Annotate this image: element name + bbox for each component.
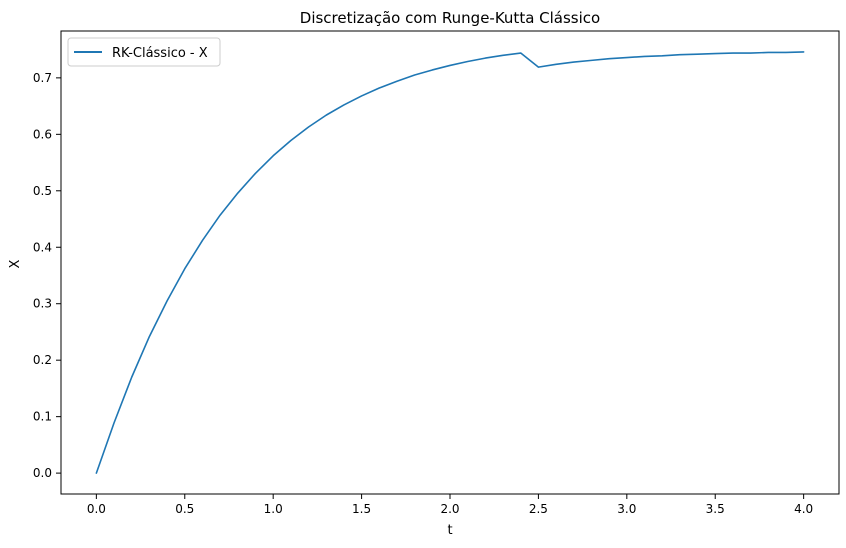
y-tick-label: 0.5 — [33, 184, 52, 198]
x-tick-label: 2.0 — [440, 502, 459, 516]
x-axis-ticks: 0.0 0.5 1.0 1.5 2.0 2.5 3.0 3.5 4.0 — [87, 494, 813, 516]
x-tick-label: 4.0 — [794, 502, 813, 516]
y-tick-label: 0.0 — [33, 466, 52, 480]
x-tick-label: 1.5 — [352, 502, 371, 516]
x-axis-label: t — [447, 523, 452, 538]
plot-frame — [60, 30, 840, 495]
legend: RK-Clássico - X — [67, 37, 221, 67]
x-tick-label: 2.5 — [529, 502, 548, 516]
series-layer — [95, 51, 805, 474]
y-tick-label: 0.7 — [33, 71, 52, 85]
chart-title: Discretização com Runge-Kutta Clássico — [300, 9, 600, 27]
series-line — [95, 51, 805, 474]
y-axis-label: X — [8, 259, 23, 268]
x-tick-label: 0.0 — [87, 502, 106, 516]
x-tick-label: 3.5 — [706, 502, 725, 516]
plot-area: 0.0 0.5 1.0 1.5 2.0 2.5 3.0 3.5 4.0 0.0 0.1 0.2 0.3… — [33, 30, 840, 516]
x-tick-label: 3.0 — [617, 502, 636, 516]
legend-box — [67, 37, 221, 67]
legend-label: RK-Clássico - X — [112, 46, 208, 61]
y-tick-label: 0.6 — [33, 127, 52, 141]
y-axis-ticks: 0.0 0.1 0.2 0.3 0.4 0.5 0.6 0.7 — [33, 71, 61, 480]
y-tick-label: 0.4 — [33, 240, 52, 254]
y-tick-label: 0.2 — [33, 353, 52, 367]
x-tick-label: 0.5 — [175, 502, 194, 516]
y-tick-label: 0.3 — [33, 297, 52, 311]
x-tick-label: 1.0 — [264, 502, 283, 516]
y-tick-label: 0.1 — [33, 410, 52, 424]
